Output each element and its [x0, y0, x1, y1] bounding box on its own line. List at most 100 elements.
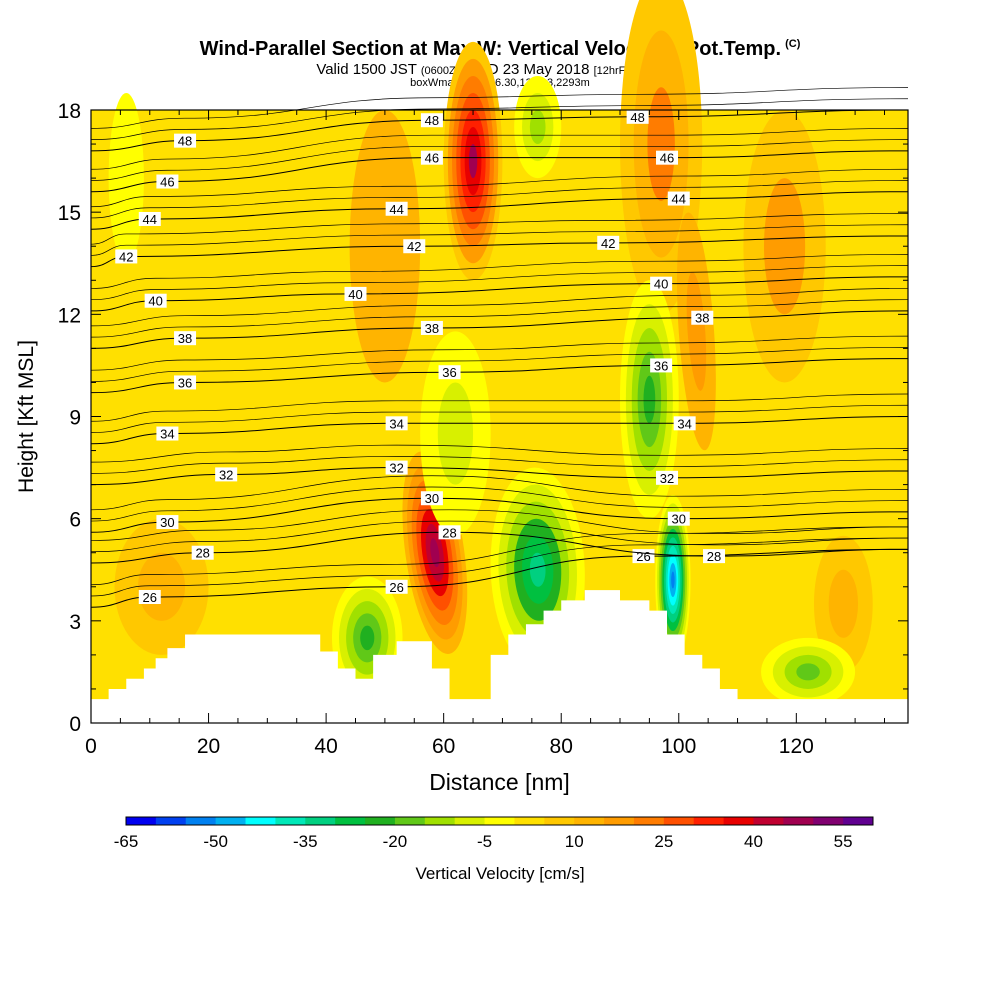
- colorbar-swatch: [813, 817, 844, 825]
- isentrope-minor: [90, 87, 909, 129]
- isentrope-minor: [90, 347, 909, 382]
- isentrope-label: 26: [636, 549, 650, 564]
- isentrope-label-bg: [673, 416, 696, 431]
- isentrope-label: 30: [672, 512, 686, 527]
- isentrope-label-bg: [703, 549, 726, 564]
- isentrope-label: 44: [389, 202, 403, 217]
- isentrope-label: 38: [695, 311, 709, 326]
- isentrope-minor: [90, 404, 909, 433]
- vv-blob: [828, 569, 859, 638]
- isentrope-label: 46: [160, 175, 174, 190]
- isentrope-label: 40: [348, 287, 362, 302]
- isentrope-label: 34: [389, 416, 403, 431]
- valid-time: Valid 1500 JST: [316, 61, 417, 78]
- isentrope-minor: [90, 537, 909, 597]
- isentrope-minor: [90, 288, 909, 327]
- colorbar-tick-label: -65: [114, 832, 139, 851]
- isentrope-label: 42: [601, 236, 615, 251]
- isentrope-label-bg: [156, 515, 179, 530]
- isentrope-label-bg: [691, 310, 714, 325]
- isentrope-label-bg: [191, 545, 214, 560]
- colorbar-tick-label: -20: [383, 832, 408, 851]
- isentrope-label: 48: [425, 113, 439, 128]
- vv-blob: [437, 382, 474, 485]
- isentrope-minor: [90, 224, 909, 256]
- isentrope-minor: [90, 444, 909, 463]
- isentrope-label: 26: [143, 590, 157, 605]
- colorbar-tick-label: 25: [654, 832, 673, 851]
- colorbar-swatch: [245, 817, 276, 825]
- isentrope-label-bg: [156, 426, 179, 441]
- isentrope-label: 42: [407, 239, 421, 254]
- x-tick-label: 120: [779, 735, 814, 758]
- isentrope-label-bg: [656, 470, 679, 485]
- colorbar-swatch: [544, 817, 575, 825]
- colorbar-swatch: [693, 817, 725, 825]
- isentrope-label-bg: [138, 589, 161, 604]
- colorbar-swatch: [335, 817, 366, 825]
- isentrope-minor: [90, 475, 909, 511]
- isentrope-minor: [90, 509, 909, 541]
- colorbar-tick-label: -35: [293, 832, 318, 851]
- vv-blob: [360, 625, 375, 651]
- x-tick-label: 0: [85, 735, 97, 758]
- isentrope-label-bg: [667, 511, 690, 526]
- isentrope-label-bg: [174, 375, 197, 390]
- isentrope-label-bg: [420, 150, 443, 165]
- isentrope-label-bg: [138, 211, 161, 226]
- isentrope-label-bg: [215, 467, 238, 482]
- isentrope-label-bg: [650, 358, 673, 373]
- y-tick-label: 15: [58, 202, 81, 225]
- colorbar-swatch: [723, 817, 754, 825]
- isentrope-label-bg: [420, 320, 443, 335]
- isentrope-minor: [90, 213, 909, 245]
- isentrope-label: 40: [148, 294, 162, 309]
- vv-blob: [138, 552, 186, 621]
- isentrope-minor: [90, 139, 909, 181]
- isentrope-label-bg: [156, 174, 179, 189]
- x-tick-label: 40: [314, 735, 337, 758]
- colorbar-swatch: [126, 817, 157, 825]
- isentrope-minor: [90, 393, 909, 422]
- isentrope-minor: [90, 486, 909, 522]
- isentrope-label-bg: [438, 365, 461, 380]
- y-tick-label: 3: [69, 611, 81, 634]
- y-tick-label: 18: [58, 100, 81, 123]
- x-tick-label: 100: [661, 735, 696, 758]
- colorbar-swatch: [275, 817, 306, 825]
- vv-blob: [686, 271, 707, 391]
- isentrope-minor: [90, 520, 909, 553]
- isentrope-minor: [90, 335, 909, 371]
- isentrope-label-bg: [385, 201, 408, 216]
- isentrope-minor: [90, 168, 909, 208]
- isentrope-label: 34: [677, 416, 691, 431]
- isentrope-minor: [90, 254, 909, 289]
- isentrope-label: 28: [707, 549, 721, 564]
- isentrope-label-bg: [650, 276, 673, 291]
- isentrope-label: 32: [389, 461, 403, 476]
- isentrope-label: 48: [630, 110, 644, 125]
- colorbar-swatch: [843, 817, 874, 825]
- isentrope-label-bg: [344, 286, 367, 301]
- colorbar-swatch: [633, 817, 665, 825]
- vv-blob: [796, 663, 820, 681]
- colorbar-swatch: [574, 817, 605, 825]
- y-tick-label: 9: [69, 407, 81, 430]
- isentrope-label: 26: [389, 580, 403, 595]
- isentrope-label: 32: [219, 467, 233, 482]
- isentrope-minor: [90, 299, 909, 338]
- isentrope-label-bg: [174, 133, 197, 148]
- vv-blob: [529, 110, 546, 145]
- isentrope-label-bg: [667, 191, 690, 206]
- isentrope-label-bg: [385, 579, 408, 594]
- isentrope-label: 38: [178, 331, 192, 346]
- colorbar-swatch: [484, 817, 515, 825]
- colorbar-swatch: [365, 817, 396, 825]
- terrain-mask: [91, 590, 908, 723]
- colorbar-frame: [125, 816, 874, 826]
- copyright-mark: (C): [785, 38, 801, 51]
- isentrope-label: 36: [654, 358, 668, 373]
- isentrope-label-bg: [656, 150, 679, 165]
- isentrope-label: 44: [143, 212, 157, 227]
- vv-blob: [647, 87, 675, 201]
